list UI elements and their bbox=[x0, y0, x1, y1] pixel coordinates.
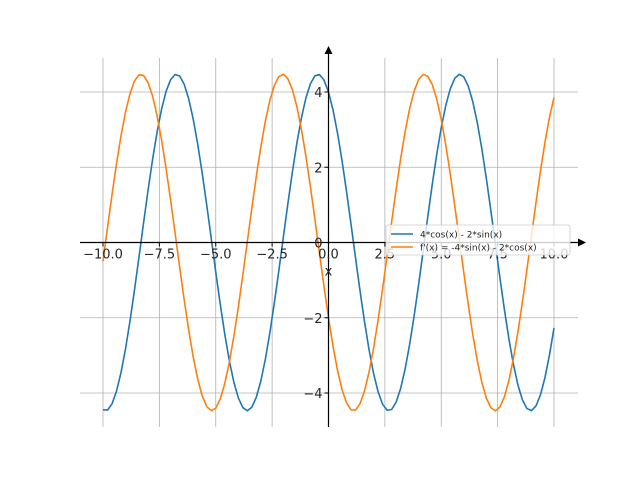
x-axis-label: x bbox=[325, 265, 333, 280]
x-tick-label: −5.0 bbox=[200, 248, 232, 263]
x-tick-label: −2.5 bbox=[256, 248, 288, 263]
y-tick-label: 4 bbox=[314, 86, 322, 101]
y-axis-arrow bbox=[324, 46, 333, 54]
x-tick-label: −7.5 bbox=[144, 248, 176, 263]
y-tick-label: −4 bbox=[303, 387, 322, 402]
legend-label-series-2: f'(x) = -4*sin(x) - 2*cos(x) bbox=[420, 244, 537, 254]
x-axis-arrow bbox=[578, 238, 586, 247]
y-tick-label: −2 bbox=[303, 312, 322, 327]
x-tick-label: −10.0 bbox=[83, 248, 123, 263]
y-tick-label: 2 bbox=[314, 161, 322, 176]
x-tick-label: 0.0 bbox=[318, 248, 339, 263]
y-tick-label: 0 bbox=[314, 237, 322, 252]
legend-label-series-1: 4*cos(x) - 2*sin(x) bbox=[420, 231, 502, 241]
legend-box bbox=[385, 224, 571, 256]
legend: 4*cos(x) - 2*sin(x) f'(x) = -4*sin(x) - … bbox=[385, 224, 571, 256]
